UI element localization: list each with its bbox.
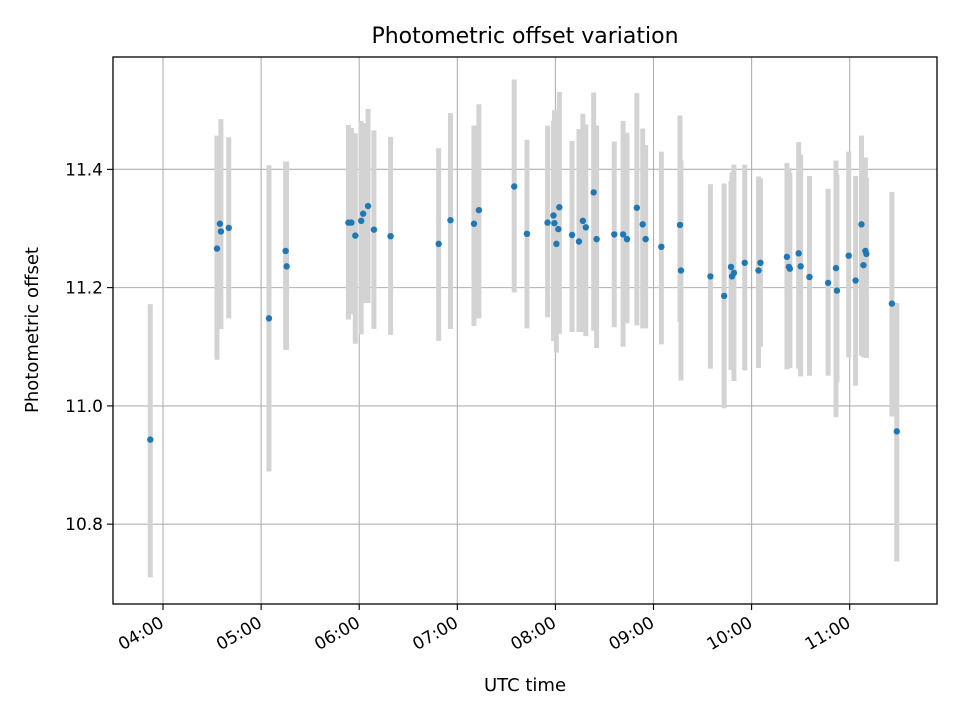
- y-axis-ticks: 10.8 11.0 11.2 11.4: [65, 160, 113, 535]
- data-point: [786, 265, 794, 272]
- x-axis-ticks: 04:00 05:00 06:00 07:00 08:00 09:00 10:00 11:00: [115, 604, 854, 655]
- chart-title: Photometric offset variation: [371, 24, 678, 49]
- y-tick-label: 11.0: [65, 397, 103, 417]
- data-point: [579, 217, 587, 225]
- data-point: [658, 243, 665, 251]
- data-point: [757, 259, 764, 266]
- data-point: [511, 183, 518, 190]
- data-point: [797, 263, 804, 270]
- data-point: [544, 219, 551, 226]
- data-point: [858, 221, 865, 228]
- data-point: [852, 277, 859, 284]
- data-point: [217, 228, 225, 235]
- data-point: [387, 232, 394, 240]
- data-point: [352, 232, 359, 239]
- data-point: [447, 217, 454, 224]
- data-point: [582, 224, 590, 231]
- data-point: [832, 264, 840, 272]
- data-point: [147, 436, 154, 443]
- y-tick-label: 11.4: [65, 160, 103, 180]
- data-point: [213, 245, 221, 252]
- data-point: [741, 259, 748, 266]
- y-axis-label: Photometric offset: [22, 247, 43, 413]
- data-point: [225, 224, 232, 232]
- data-point: [642, 235, 649, 243]
- data-point: [357, 217, 365, 225]
- data-point: [730, 269, 738, 277]
- x-tick-label: 06:00: [311, 613, 363, 655]
- data-point: [593, 235, 600, 243]
- data-point: [707, 273, 714, 280]
- data-point: [364, 202, 372, 210]
- y-tick-label: 11.2: [65, 279, 103, 299]
- data-point: [348, 219, 355, 226]
- data-point: [575, 238, 583, 245]
- data-point: [590, 189, 597, 196]
- data-point: [783, 253, 791, 261]
- x-axis-label: UTC time: [484, 675, 566, 696]
- data-point: [282, 247, 289, 255]
- x-tick-label: 08:00: [507, 613, 559, 655]
- data-point: [556, 204, 563, 211]
- data-point: [619, 231, 627, 238]
- plot-frame: [112, 56, 938, 605]
- data-point: [475, 206, 483, 214]
- x-tick-label: 07:00: [409, 613, 461, 655]
- data-point: [888, 300, 896, 307]
- errorbars: [147, 79, 900, 578]
- data-point: [435, 240, 442, 248]
- data-point: [370, 226, 378, 233]
- data-point: [359, 210, 367, 217]
- data-point: [755, 267, 762, 274]
- data-point: [283, 263, 290, 270]
- data-point: [553, 240, 560, 248]
- data-point: [833, 287, 841, 294]
- x-tick-label: 04:00: [115, 613, 167, 655]
- data-point: [893, 428, 900, 435]
- data-point: [265, 315, 273, 322]
- grid: [113, 57, 937, 604]
- x-tick-label: 10:00: [704, 613, 756, 655]
- data-point: [720, 292, 728, 300]
- data-points: [147, 183, 900, 443]
- data-point: [676, 221, 684, 229]
- data-point: [806, 273, 813, 281]
- data-point: [824, 279, 832, 287]
- data-point: [523, 230, 531, 238]
- data-point: [633, 204, 641, 211]
- data-point: [845, 252, 852, 259]
- data-point: [470, 220, 478, 227]
- data-point: [639, 221, 646, 228]
- data-point: [863, 250, 870, 258]
- y-tick-label: 10.8: [65, 515, 103, 535]
- data-point: [611, 231, 618, 238]
- x-tick-label: 11:00: [802, 613, 854, 655]
- data-point: [550, 212, 557, 219]
- data-point: [623, 235, 631, 243]
- data-point: [568, 231, 576, 239]
- data-point: [727, 263, 735, 271]
- data-point: [551, 219, 558, 227]
- data-point: [795, 250, 802, 257]
- x-tick-label: 05:00: [213, 613, 265, 655]
- data-point: [216, 220, 224, 227]
- data-point: [555, 225, 562, 233]
- x-tick-label: 09:00: [606, 613, 658, 655]
- data-point: [860, 261, 867, 269]
- data-point: [677, 267, 685, 274]
